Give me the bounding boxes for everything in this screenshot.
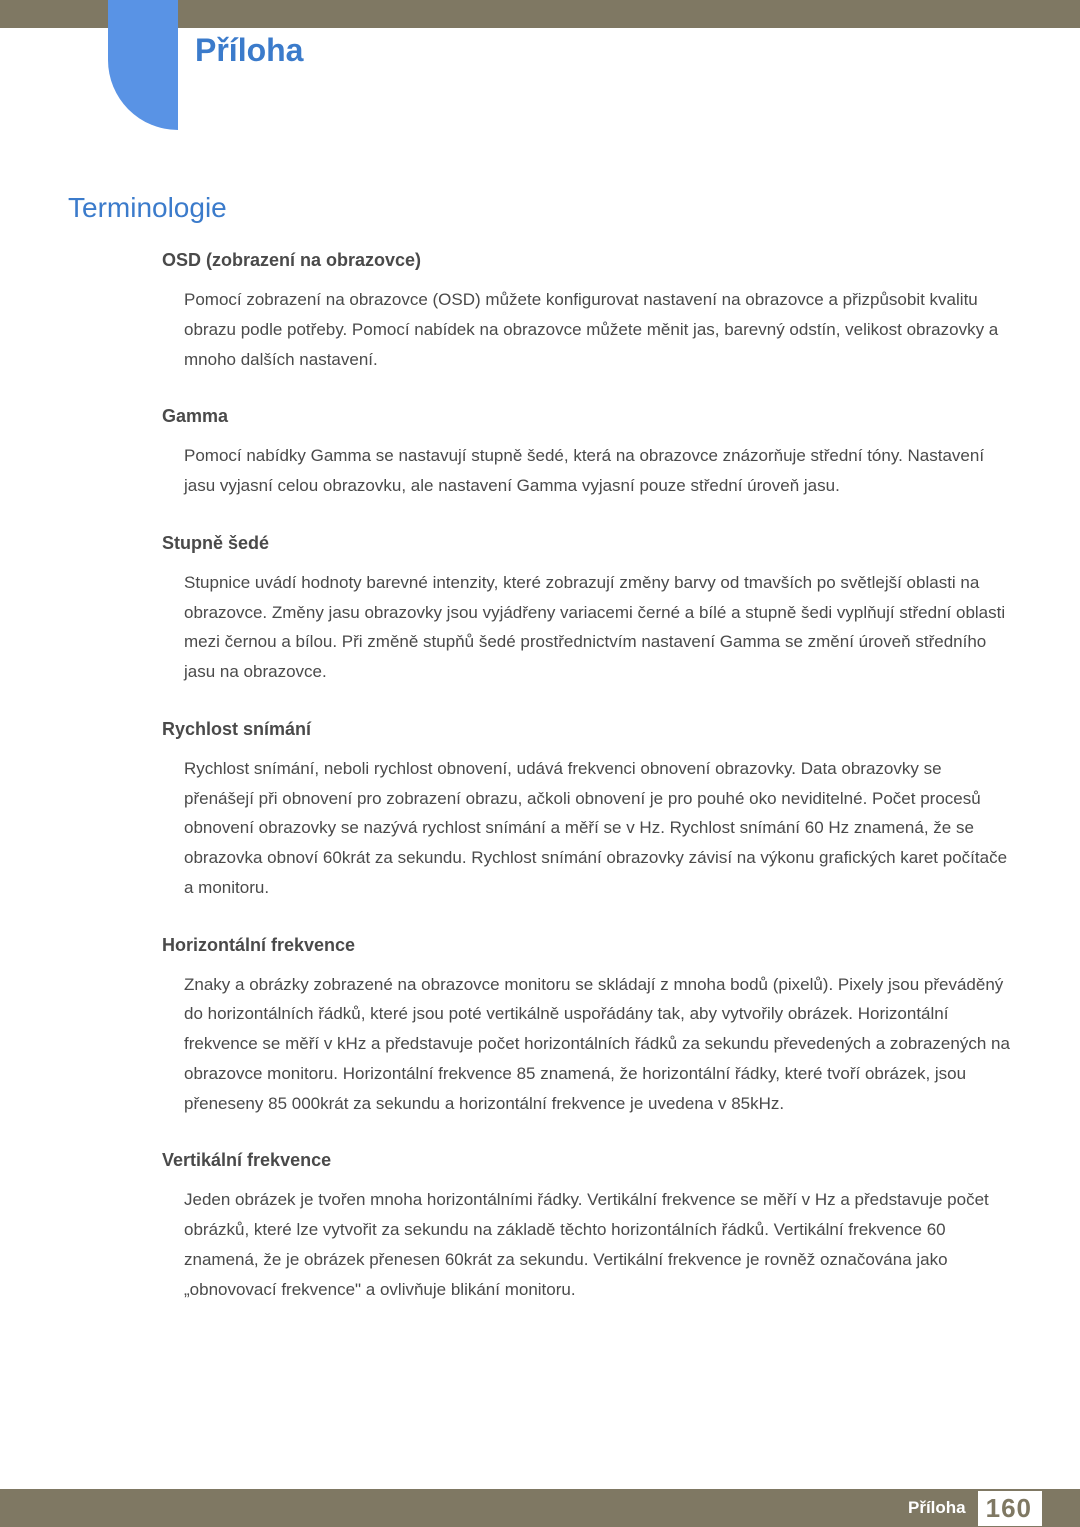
page-title: Příloha xyxy=(195,32,303,69)
term-block: Rychlost snímání Rychlost snímání, nebol… xyxy=(162,719,1012,903)
term-block: Vertikální frekvence Jeden obrázek je tv… xyxy=(162,1150,1012,1304)
term-body: Jeden obrázek je tvořen mnoha horizontál… xyxy=(162,1185,1012,1304)
term-heading: Vertikální frekvence xyxy=(162,1150,1012,1171)
term-heading: Gamma xyxy=(162,406,1012,427)
term-heading: OSD (zobrazení na obrazovce) xyxy=(162,250,1012,271)
term-block: Horizontální frekvence Znaky a obrázky z… xyxy=(162,935,1012,1119)
title-area: Příloha xyxy=(195,32,303,69)
footer-label: Příloha xyxy=(908,1498,966,1518)
page-tab xyxy=(108,0,178,130)
term-body: Znaky a obrázky zobrazené na obrazovce m… xyxy=(162,970,1012,1119)
term-block: Stupně šedé Stupnice uvádí hodnoty barev… xyxy=(162,533,1012,687)
term-body: Pomocí zobrazení na obrazovce (OSD) může… xyxy=(162,285,1012,374)
footer: Příloha 160 xyxy=(0,1489,1080,1527)
term-heading: Horizontální frekvence xyxy=(162,935,1012,956)
term-body: Stupnice uvádí hodnoty barevné intenzity… xyxy=(162,568,1012,687)
term-body: Pomocí nabídky Gamma se nastavují stupně… xyxy=(162,441,1012,501)
section-title: Terminologie xyxy=(68,192,227,224)
term-heading: Rychlost snímání xyxy=(162,719,1012,740)
term-block: OSD (zobrazení na obrazovce) Pomocí zobr… xyxy=(162,250,1012,374)
term-block: Gamma Pomocí nabídky Gamma se nastavují … xyxy=(162,406,1012,501)
footer-page-number: 160 xyxy=(978,1491,1042,1526)
content: OSD (zobrazení na obrazovce) Pomocí zobr… xyxy=(162,250,1012,1336)
term-heading: Stupně šedé xyxy=(162,533,1012,554)
term-body: Rychlost snímání, neboli rychlost obnove… xyxy=(162,754,1012,903)
